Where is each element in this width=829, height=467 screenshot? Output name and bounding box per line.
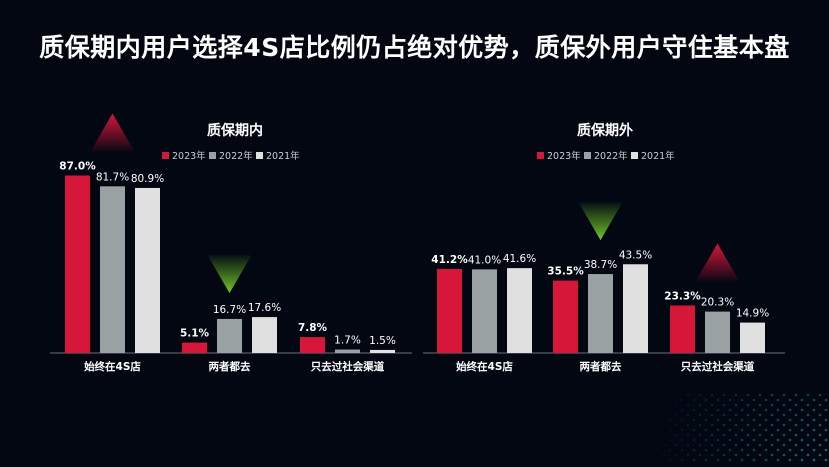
trend-up-icon — [90, 113, 135, 152]
data-label: 17.6% — [248, 302, 281, 314]
data-label: 43.5% — [619, 249, 652, 261]
legend-label: 2023年 — [547, 150, 581, 162]
bar — [705, 311, 730, 353]
data-label: 1.7% — [334, 335, 361, 347]
trend-down-icon — [207, 255, 252, 294]
bar — [370, 349, 395, 353]
data-label: 41.0% — [468, 254, 501, 266]
bar — [740, 322, 765, 353]
legend-swatch — [584, 152, 591, 159]
chart-title: 质保期外 — [577, 122, 633, 139]
legend-label: 2022年 — [219, 150, 253, 162]
bar — [588, 274, 613, 353]
data-label: 87.0% — [59, 161, 96, 173]
legend-swatch — [631, 152, 638, 159]
chart-title: 质保期内 — [207, 122, 263, 139]
category-label: 两者都去 — [209, 360, 251, 373]
bar — [300, 337, 325, 353]
data-label: 38.7% — [584, 259, 617, 271]
bar — [65, 175, 90, 353]
bar — [135, 187, 160, 353]
bar — [623, 264, 648, 353]
data-label: 41.6% — [503, 253, 536, 265]
data-label: 81.7% — [96, 171, 129, 183]
legend-label: 2021年 — [641, 150, 675, 162]
bar — [507, 268, 532, 353]
bar — [252, 317, 277, 353]
data-label: 1.5% — [369, 335, 396, 347]
data-label: 23.3% — [664, 290, 701, 302]
trend-up-icon — [695, 243, 740, 282]
legend-swatch — [209, 152, 216, 159]
category-label: 只去过社会渠道 — [681, 360, 755, 373]
data-label: 16.7% — [213, 304, 246, 316]
data-label: 20.3% — [701, 297, 734, 309]
data-label: 80.9% — [131, 173, 164, 185]
category-label: 只去过社会渠道 — [311, 360, 385, 373]
data-label: 35.5% — [547, 266, 584, 278]
bar — [217, 318, 242, 353]
legend-swatch — [256, 152, 263, 159]
bar — [670, 305, 695, 353]
bar — [182, 342, 207, 353]
bar — [100, 186, 125, 353]
data-label: 14.9% — [736, 308, 769, 320]
bar — [553, 280, 578, 353]
legend-swatch — [162, 152, 169, 159]
data-label: 41.2% — [431, 254, 468, 266]
chart-out-of-warranty: 质保期外 2023年 2022年 2021年 41.2% 41.0% 41.6% 始终在4S店… — [423, 122, 785, 373]
trend-down-icon — [578, 202, 623, 241]
page-title: 质保期内用户选择4S店比例仍占绝对优势，质保外用户守住基本盘 — [39, 33, 790, 62]
category-label: 始终在4S店 — [84, 360, 141, 373]
bar — [335, 349, 360, 353]
bar — [472, 269, 497, 353]
legend-swatch — [537, 152, 544, 159]
legend-label: 2022年 — [594, 150, 628, 162]
data-label: 5.1% — [180, 328, 210, 340]
legend-label: 2021年 — [266, 150, 300, 162]
data-label: 7.8% — [298, 322, 328, 334]
category-label: 两者都去 — [580, 360, 622, 373]
dot-pattern-decoration — [662, 393, 828, 462]
bar — [437, 268, 462, 353]
category-label: 始终在4S店 — [456, 360, 513, 373]
legend-label: 2023年 — [172, 150, 206, 162]
